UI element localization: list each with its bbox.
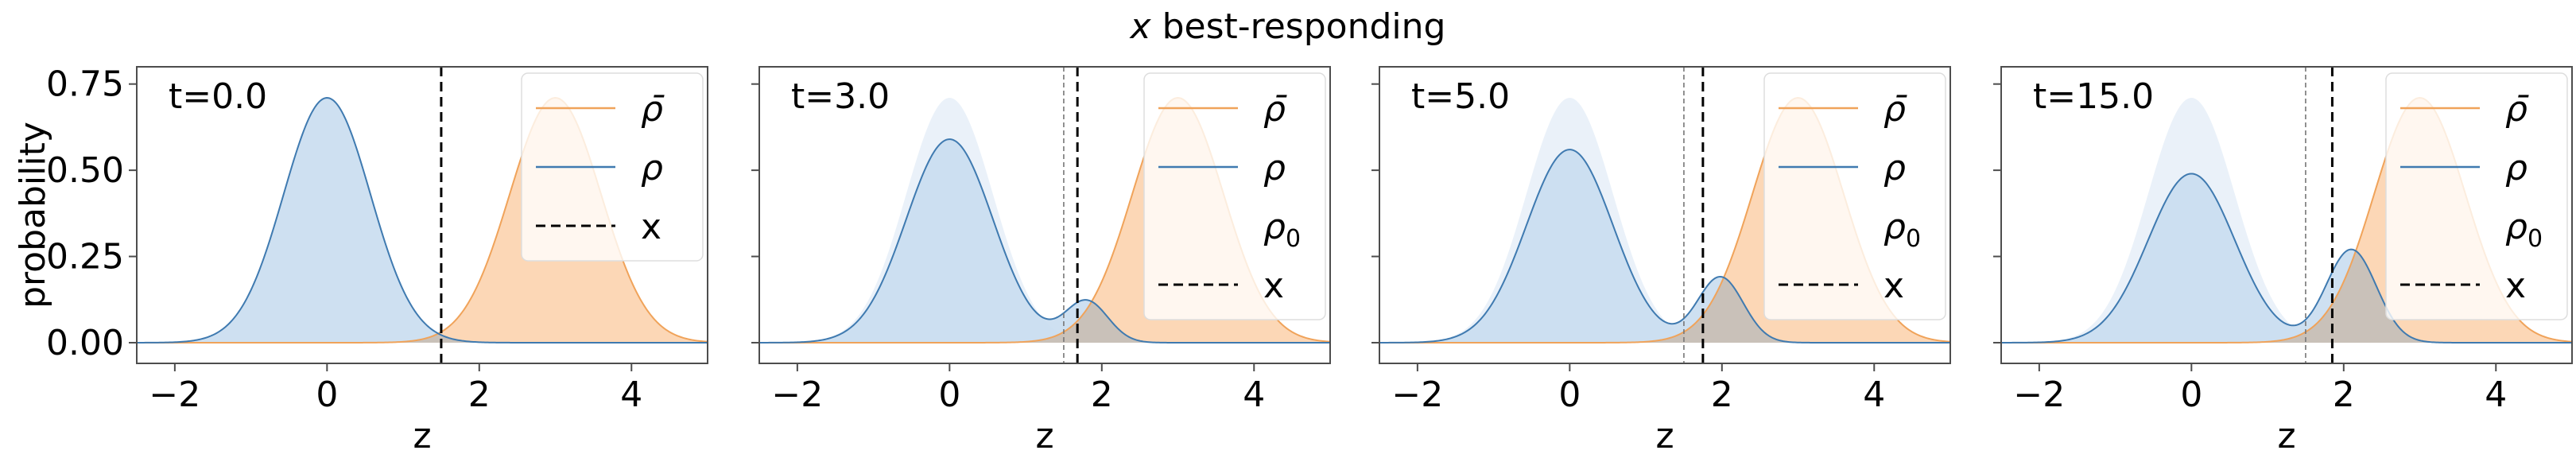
legend-label: ρ̄ xyxy=(2505,89,2529,130)
legend-label: x xyxy=(641,207,661,247)
chart-panel: t=0.0 ρ̄ ρx −2 0 2 4 z 0.00 0.25 0.50 0.75 probabili… xyxy=(13,64,708,456)
rho-area xyxy=(2001,173,2572,343)
x-tick-label: 0 xyxy=(2180,375,2202,415)
time-annotation: t=0.0 xyxy=(169,76,267,117)
x-tick-label: −2 xyxy=(2013,375,2065,415)
rho-line xyxy=(759,138,1330,344)
legend: ρ̄ ρx xyxy=(521,72,704,262)
legend-box xyxy=(1143,72,1326,320)
x-tick-label: −2 xyxy=(1391,375,1443,415)
x-axis-label: z xyxy=(2277,416,2295,456)
rho-line xyxy=(137,97,708,344)
axes-frame xyxy=(758,66,1331,364)
x-tick-label: 4 xyxy=(1243,375,1265,415)
legend-box xyxy=(1763,72,1946,320)
rho-line xyxy=(2001,173,2572,344)
legend-label: ρ xyxy=(641,148,663,188)
time-annotation: t=15.0 xyxy=(2033,76,2154,117)
axes-frame xyxy=(1379,66,1951,364)
x-axis-label: z xyxy=(1655,416,1674,456)
x-tick-label: 4 xyxy=(620,375,642,415)
panels: t=0.0 ρ̄ρx−2 0 2 4z0.000.250.500.75probabili… xyxy=(13,64,2573,456)
axes-frame xyxy=(2000,66,2573,364)
x-tick-label: 0 xyxy=(316,375,338,415)
y-tick-label: 0.50 xyxy=(46,150,124,191)
time-annotation: t=5.0 xyxy=(1411,76,1510,117)
x-tick-label: 2 xyxy=(468,375,491,415)
legend-label: ρ̄ xyxy=(641,89,665,130)
x-tick-label: 4 xyxy=(2485,375,2507,415)
x-tick-label: 2 xyxy=(2333,375,2355,415)
figure-title-text: best-responding xyxy=(1151,6,1446,47)
y-tick-label: 0.25 xyxy=(46,237,124,278)
x-tick-label: −2 xyxy=(149,375,200,415)
legend-label: ρ0 xyxy=(1884,207,1921,253)
legend-box xyxy=(2385,72,2568,320)
rho-area xyxy=(1379,149,1950,343)
legend-label: x xyxy=(1884,266,1904,306)
y-axis-label: probability xyxy=(13,122,53,309)
legend: ρ̄ ρ ρ0 x xyxy=(1763,72,1946,320)
legend-label: ρ xyxy=(1884,148,1906,188)
x-tick-label: 0 xyxy=(1558,375,1581,415)
x-tick-label: 2 xyxy=(1711,375,1733,415)
legend-label: x xyxy=(2505,266,2526,306)
x-axis-label: z xyxy=(1035,416,1053,456)
chart-panel: t=3.0 ρ̄ ρ ρ0 x −2 0 2 4 z xyxy=(751,66,1331,456)
chart-panel: t=5.0 ρ̄ ρ ρ0 x −2 0 2 4 z xyxy=(1371,66,1951,456)
legend-label: ρ̄ xyxy=(1884,89,1907,130)
x-axis-label: z xyxy=(413,416,431,456)
y-tick-label: 0.75 xyxy=(46,64,124,105)
figure-title-variable: x xyxy=(1129,6,1152,47)
legend-label: ρ xyxy=(2505,148,2528,188)
x-tick-label: 0 xyxy=(938,375,960,415)
rho-area xyxy=(137,98,708,343)
x-tick-label: 4 xyxy=(1863,375,1885,415)
legend-label: ρ0 xyxy=(1263,207,1301,253)
rho-area xyxy=(759,139,1330,343)
legend-label: ρ xyxy=(1263,148,1286,188)
legend-label: ρ0 xyxy=(2505,207,2543,253)
legend: ρ̄ ρ ρ0 x xyxy=(1143,72,1326,320)
chart-panel: t=15.0 ρ̄ ρ ρ0 x −2 0 2 4 z xyxy=(1993,66,2573,456)
figure-title: x best-responding xyxy=(1129,6,1446,47)
y-tick-label: 0.00 xyxy=(46,323,124,363)
x-tick-label: −2 xyxy=(771,375,823,415)
legend: ρ̄ ρ ρ0 x xyxy=(2385,72,2568,320)
legend-label: ρ̄ xyxy=(1263,89,1287,130)
axes-frame xyxy=(136,66,708,364)
legend-label: x xyxy=(1263,266,1284,306)
rho-line xyxy=(1379,149,1950,344)
overlap-area xyxy=(137,333,708,343)
time-annotation: t=3.0 xyxy=(791,76,890,117)
x-tick-label: 2 xyxy=(1091,375,1113,415)
